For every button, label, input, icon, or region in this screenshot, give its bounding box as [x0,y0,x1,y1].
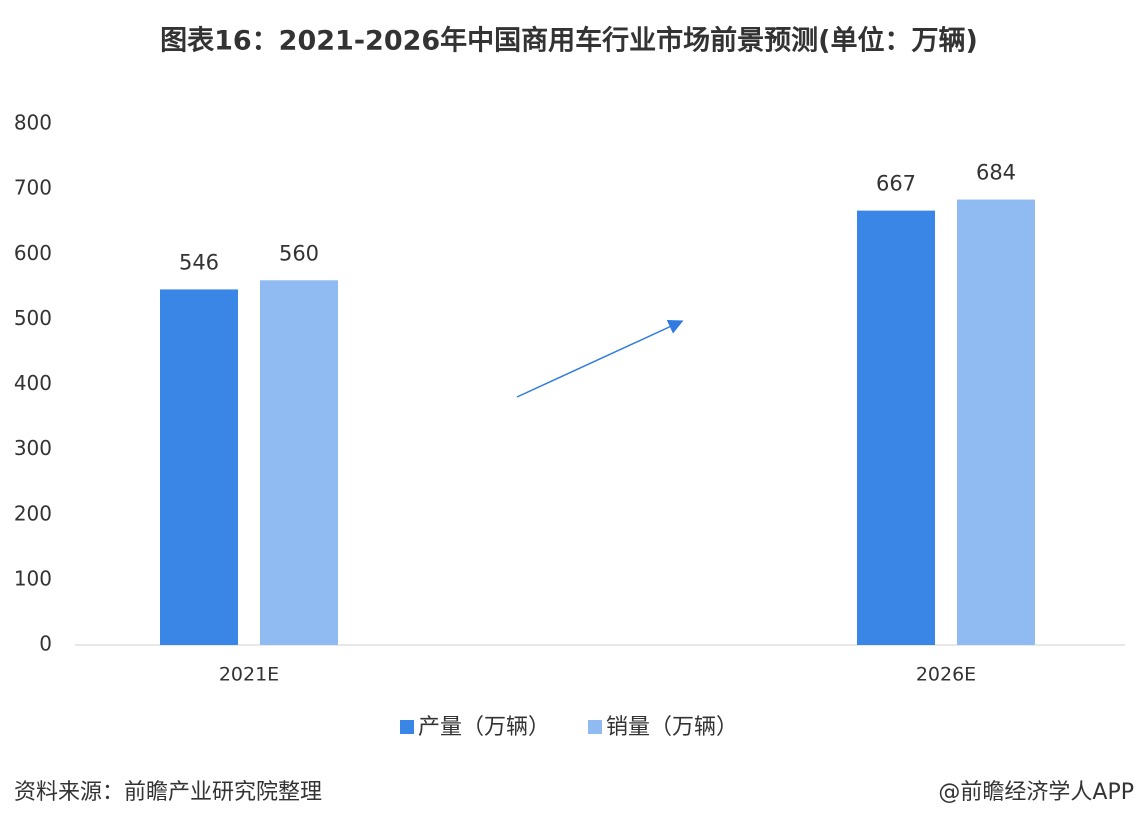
y-tick-label: 800 [14,111,52,135]
source-note: 资料来源：前瞻产业研究院整理 [14,780,322,805]
trend-arrow [516,319,684,398]
credit: @前瞻经济学人APP [938,780,1134,805]
data-label: 667 [876,172,916,196]
data-label: 560 [279,241,319,265]
bar [957,199,1035,646]
data-label: 546 [179,250,219,274]
y-tick-label: 100 [14,566,52,590]
y-tick-label: 500 [14,306,52,330]
y-tick-label: 600 [14,241,52,265]
x-tick-label: 2021E [219,664,279,686]
legend-swatch [588,720,602,734]
legend-swatch [400,720,414,734]
y-tick-label: 200 [14,501,52,525]
y-tick-label: 400 [14,371,52,395]
chart-title: 图表16：2021-2026年中国商用车行业市场前景预测(单位：万辆) [160,25,978,57]
bar [160,289,238,645]
y-tick-label: 300 [14,436,52,460]
bar [857,210,935,645]
legend-label: 销量（万辆） [606,715,738,740]
y-tick-label: 0 [39,632,52,656]
bar [260,280,338,645]
x-tick-label: 2026E [916,664,976,686]
data-label: 684 [976,161,1016,185]
y-tick-label: 700 [14,176,52,200]
legend-label: 产量（万辆） [418,715,550,740]
